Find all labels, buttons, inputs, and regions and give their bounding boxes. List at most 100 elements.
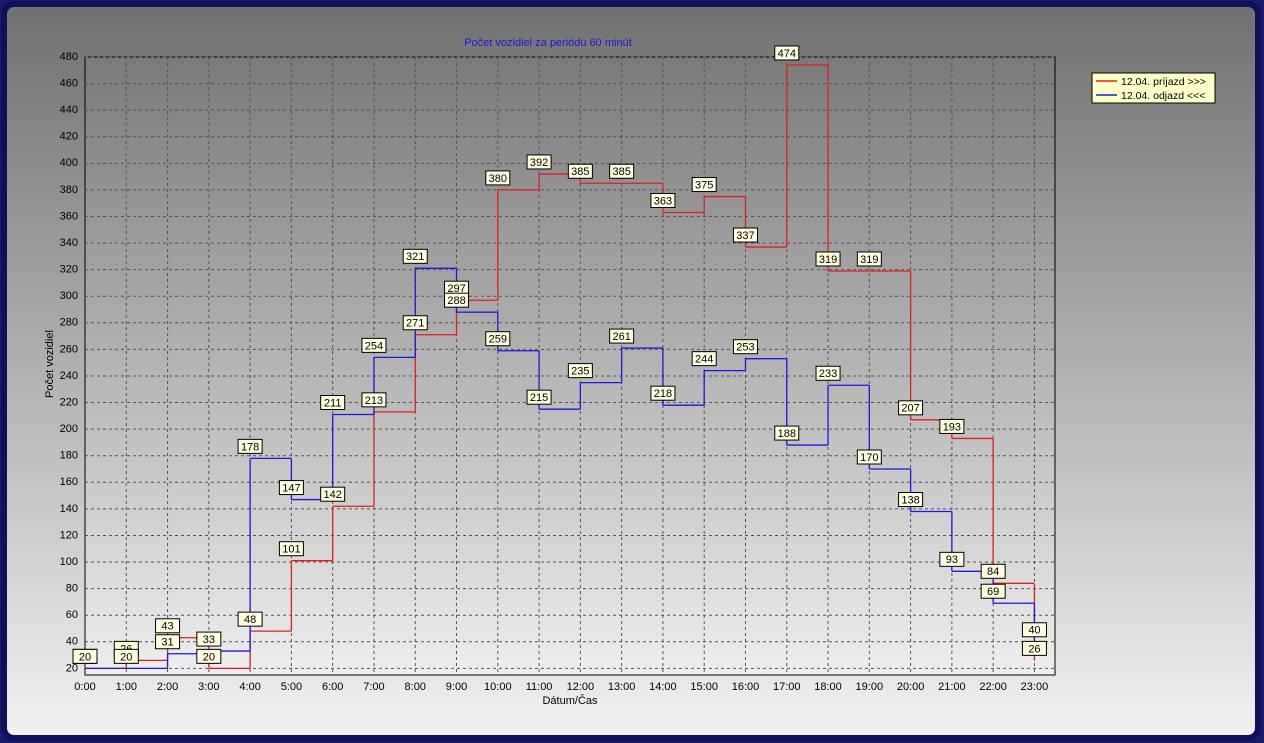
x-tick-label: 4:00: [239, 681, 260, 693]
y-tick-label: 180: [60, 450, 78, 462]
x-tick-label: 1:00: [116, 681, 137, 693]
data-label: 69: [987, 586, 999, 598]
data-label-box: [320, 395, 346, 411]
data-label: 193: [943, 421, 961, 433]
x-tick-label: 9:00: [446, 681, 467, 693]
data-label: 33: [203, 634, 215, 646]
data-label: 288: [447, 295, 465, 307]
data-label-box: [526, 154, 552, 170]
data-label-box: [196, 631, 222, 647]
data-label: 380: [489, 173, 507, 185]
data-label: 207: [901, 403, 919, 415]
x-tick-label: 14:00: [649, 681, 677, 693]
y-tick-label: 200: [60, 423, 78, 435]
chart-title: Počet vozidiel za periódu 60 minút: [464, 37, 632, 49]
data-label-box: [320, 486, 346, 502]
y-tick-label: 60: [66, 609, 78, 621]
x-tick-label: 20:00: [897, 681, 925, 693]
x-tick-label: 18:00: [814, 681, 842, 693]
data-label: 20: [79, 651, 91, 663]
x-axis-title: Dátum/Čas: [542, 694, 598, 707]
data-label-box: [774, 45, 800, 61]
data-label-box: [361, 392, 387, 408]
data-label-box: [526, 389, 552, 405]
x-tick-label: 2:00: [157, 681, 178, 693]
data-label-box: [732, 227, 758, 243]
data-label: 385: [571, 166, 589, 178]
y-tick-label: 480: [60, 51, 78, 63]
data-label-box: [774, 425, 800, 441]
data-label: 48: [244, 614, 256, 626]
x-tick-label: 22:00: [979, 681, 1007, 693]
data-label: 321: [406, 251, 424, 263]
y-tick-label: 240: [60, 370, 78, 382]
data-label: 254: [365, 340, 383, 352]
x-tick-label: 16:00: [732, 681, 760, 693]
x-tick-label: 3:00: [198, 681, 219, 693]
x-tick-label: 11:00: [526, 681, 553, 693]
y-tick-label: 160: [60, 476, 78, 488]
data-label-box: [609, 328, 635, 344]
y-tick-label: 340: [60, 237, 78, 249]
y-tick-label: 360: [60, 210, 78, 222]
x-tick-label: 19:00: [856, 681, 884, 693]
y-tick-label: 40: [66, 636, 78, 648]
data-label-box: [609, 163, 635, 179]
data-label: 101: [282, 544, 300, 556]
data-label-box: [237, 611, 263, 627]
x-tick-label: 7:00: [363, 681, 384, 693]
data-label-box: [691, 351, 717, 367]
data-label-box: [237, 438, 263, 454]
data-label-box: [402, 248, 428, 264]
data-label-box: [155, 618, 181, 634]
data-label: 375: [695, 179, 713, 191]
data-label: 259: [489, 334, 507, 346]
data-label: 233: [819, 368, 837, 380]
data-label: 253: [736, 342, 754, 354]
data-label: 363: [654, 195, 672, 207]
data-label: 93: [946, 554, 958, 566]
data-label-box: [155, 634, 181, 650]
data-label-box: [980, 563, 1006, 579]
y-tick-label: 140: [60, 503, 78, 515]
data-label: 40: [1028, 625, 1040, 637]
x-tick-label: 15:00: [690, 681, 718, 693]
data-label-box: [567, 363, 593, 379]
data-label: 213: [365, 395, 383, 407]
data-label-box: [815, 251, 841, 267]
y-tick-label: 80: [66, 583, 78, 595]
x-tick-label: 6:00: [322, 681, 343, 693]
data-label: 138: [901, 494, 919, 506]
legend-label: 12.04. odjazd <<<: [1121, 90, 1205, 102]
x-tick-label: 17:00: [773, 681, 801, 693]
data-label-box: [650, 192, 676, 208]
data-label: 244: [695, 354, 713, 366]
data-label: 26: [1028, 643, 1040, 655]
data-label: 235: [571, 366, 589, 378]
data-label-box: [939, 551, 965, 567]
y-tick-label: 460: [60, 77, 78, 89]
legend: [1091, 72, 1216, 104]
data-label-box: [898, 492, 924, 508]
data-label-box: [980, 583, 1006, 599]
x-tick-label: 8:00: [405, 681, 426, 693]
data-label-box: [650, 385, 676, 401]
legend-label: 12.04. príjazd >>>: [1121, 76, 1206, 88]
data-label: 297: [447, 283, 465, 295]
data-label: 20: [120, 651, 132, 663]
data-label-box: [1021, 640, 1047, 656]
data-label: 261: [612, 331, 630, 343]
x-tick-label: 13:00: [608, 681, 636, 693]
x-tick-label: 5:00: [281, 681, 302, 693]
y-tick-label: 420: [60, 131, 78, 143]
y-tick-label: 400: [60, 157, 78, 169]
data-label-box: [278, 480, 304, 496]
data-label: 319: [860, 254, 878, 266]
x-tick-label: 12:00: [567, 681, 595, 693]
data-label-box: [856, 449, 882, 465]
data-label-box: [196, 648, 222, 664]
data-label: 178: [241, 441, 259, 453]
data-label: 271: [406, 318, 424, 330]
data-label: 474: [778, 48, 796, 60]
y-tick-label: 120: [60, 529, 78, 541]
